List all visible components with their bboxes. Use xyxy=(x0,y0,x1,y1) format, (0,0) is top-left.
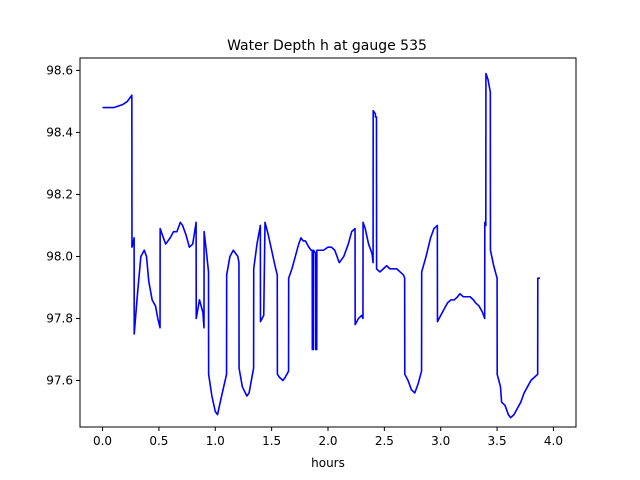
x-tick-label: 1.5 xyxy=(262,434,281,448)
y-tick-label: 97.6 xyxy=(46,373,73,387)
x-tick-label: 3.5 xyxy=(488,434,507,448)
x-tick-label: 0.0 xyxy=(93,434,112,448)
series-line-0 xyxy=(102,72,540,419)
chart-title: Water Depth h at gauge 535 xyxy=(227,38,427,54)
x-tick-label: 1.0 xyxy=(206,434,225,448)
y-tick-label: 98.6 xyxy=(46,63,73,77)
plot-lines xyxy=(102,72,540,419)
x-tick-label: 0.5 xyxy=(149,434,168,448)
plot-frame xyxy=(79,57,577,428)
x-tick-label: 3.0 xyxy=(431,434,450,448)
x-tick-label: 2.5 xyxy=(375,434,394,448)
y-tick-label: 97.8 xyxy=(46,311,73,325)
x-tick-label: 4.0 xyxy=(544,434,563,448)
x-axis-label: hours xyxy=(311,456,345,470)
y-tick-label: 98.4 xyxy=(46,125,73,139)
y-tick-label: 98.0 xyxy=(46,249,73,263)
y-tick-label: 98.2 xyxy=(46,187,73,201)
x-axis-ticks: 0.0 0.5 1.0 1.5 2.0 2.5 3.0 3.5 4.0 xyxy=(93,427,563,448)
x-tick-label: 2.0 xyxy=(318,434,337,448)
y-axis-ticks: 97.6 97.8 98.0 98.2 98.4 98.6 xyxy=(46,63,80,387)
